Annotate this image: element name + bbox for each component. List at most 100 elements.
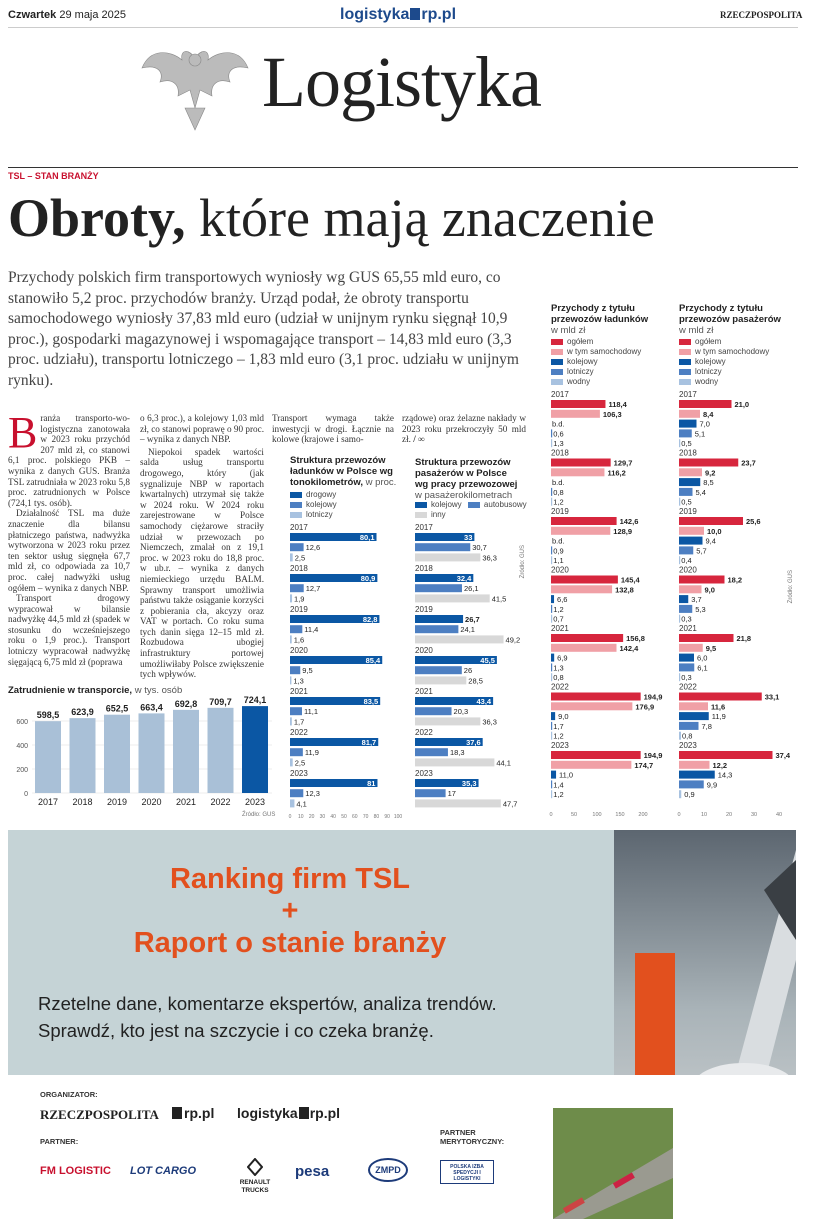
data-label: 4,1 [296,799,306,808]
partner-lot-cargo[interactable]: LOT CARGO [130,1165,196,1177]
year-label: 2020 [415,646,433,655]
bar [679,634,734,642]
data-label: 14,3 [718,771,733,780]
rzeczpospolita-logo[interactable]: RZECZPOSPOLITA [720,10,803,20]
article-col-4: rządowe) oraz żelazne nakłady w 2023 rok… [402,413,526,445]
year-label: 2023 [290,769,308,778]
data-label: 6,6 [557,595,567,604]
legend-item: drogowy [290,490,337,500]
year-label: 2018 [679,449,697,458]
data-label: 692,8 [175,699,198,709]
data-label: 9,0 [558,712,568,721]
x-tick-label: 2020 [141,797,161,807]
year-label: 2020 [290,646,308,655]
legend-swatch [679,358,691,365]
headline-bold: Obroty, [8,188,186,248]
bar [679,702,708,711]
data-label: 9,4 [706,537,716,546]
partner-pesa[interactable]: pesa [295,1163,330,1180]
legend-item: lotniczy [551,367,641,377]
pass-chart-title: Struktura przewozów pasażerów w Polsce w… [415,457,518,501]
partner-pisil[interactable]: POLSKA IZBA SPEDYCJI I LOGISTYKI [440,1160,494,1184]
year-label: 2019 [290,605,308,614]
x-tick-label: 0 [549,812,552,818]
data-label: 5,7 [696,546,706,555]
year-label: 2018 [551,449,569,458]
bar [290,656,383,664]
data-label: 5,4 [696,488,706,497]
year-label: 2021 [551,624,569,633]
y-tick-label: 600 [16,719,28,726]
partner-zmpd[interactable]: ZMPD [368,1158,408,1182]
data-label: 44,1 [496,758,511,767]
x-tick-label: 40 [330,814,336,820]
y-tick-label: 200 [16,767,28,774]
bar [415,666,462,675]
data-label: 2,5 [295,553,305,562]
bar [679,419,697,428]
bar [415,625,459,634]
bar [138,713,165,793]
bar [415,574,474,582]
x-tick-label: 20 [309,814,315,820]
bar [679,487,693,496]
bar [551,585,613,594]
x-tick-label: 30 [320,814,326,820]
legend-item: ogółem [679,337,769,347]
year-label: 2019 [679,507,697,516]
partner-renault-trucks[interactable]: RENAULT TRUCKS [235,1157,275,1195]
legend-label: w tym samochodowy [567,347,642,356]
data-label: 12,2 [713,761,728,770]
data-label: 0,6 [553,429,563,438]
org-logo-rp[interactable]: rp.pl [172,1105,214,1121]
bar [415,738,483,746]
pass-chart-source: Źródło: GUS [520,545,526,579]
bar [207,707,234,793]
data-label: 30,7 [472,543,487,552]
bar [415,594,490,603]
legend-label: wodny [567,377,591,386]
legend-swatch [679,368,691,375]
section-label: TSL – STAN BRANŻY [8,171,99,181]
data-label: 1,2 [553,790,563,799]
legend-label: lotniczy [567,367,594,376]
col1-p2: Działalność TSL ma duże znaczenie dla bi… [8,508,130,593]
bar [290,584,304,593]
data-label: 598,5 [37,710,60,720]
rev-freight-legend: ogółem w tym samochodowy kolejowy lotniczy w… [551,337,641,387]
legend-swatch [551,378,563,385]
bar [679,604,693,613]
partner-fm-logistic[interactable]: FM LOGISTIC [40,1165,111,1177]
logo-mark-icon [410,8,421,20]
data-label: 21,0 [735,400,750,409]
data-label: 12,3 [305,789,320,798]
legend-label: wodny [695,377,719,386]
data-label: 0,3 [681,615,691,624]
legend-item: w tym samochodowy [679,347,769,357]
bar [551,692,641,701]
data-label: 11,4 [304,625,318,634]
bar [415,789,446,798]
data-label: 11,9 [712,712,726,721]
merit-partner-label: PARTNER MERYTORYCZNY: [440,1128,505,1146]
bar [679,663,695,672]
drop-cap: B [8,408,38,457]
data-label: 5,1 [695,429,705,438]
data-label: 8,5 [703,478,713,487]
y-tick-label: 400 [16,743,28,750]
bar [679,721,699,730]
data-label: 1,6 [294,635,304,644]
x-tick-label: 60 [352,814,358,820]
site-logo[interactable]: logistyka rp.pl [340,6,456,24]
year-label: 2022 [290,728,308,737]
bar [551,653,555,662]
headline-rest: które mają znaczenie [185,188,655,248]
data-label: 37,4 [776,751,791,760]
legend-label: kolejowy [567,357,598,366]
org-logo-rzeczpospolita[interactable]: RZECZPOSPOLITA [40,1107,159,1122]
eagle-emblem-icon [141,51,249,131]
legend-label: lotniczy [695,367,722,376]
data-label: 0,8 [553,488,563,497]
org-logo-logistyka[interactable]: logistyka rp.pl [237,1105,341,1121]
bar [551,673,553,682]
